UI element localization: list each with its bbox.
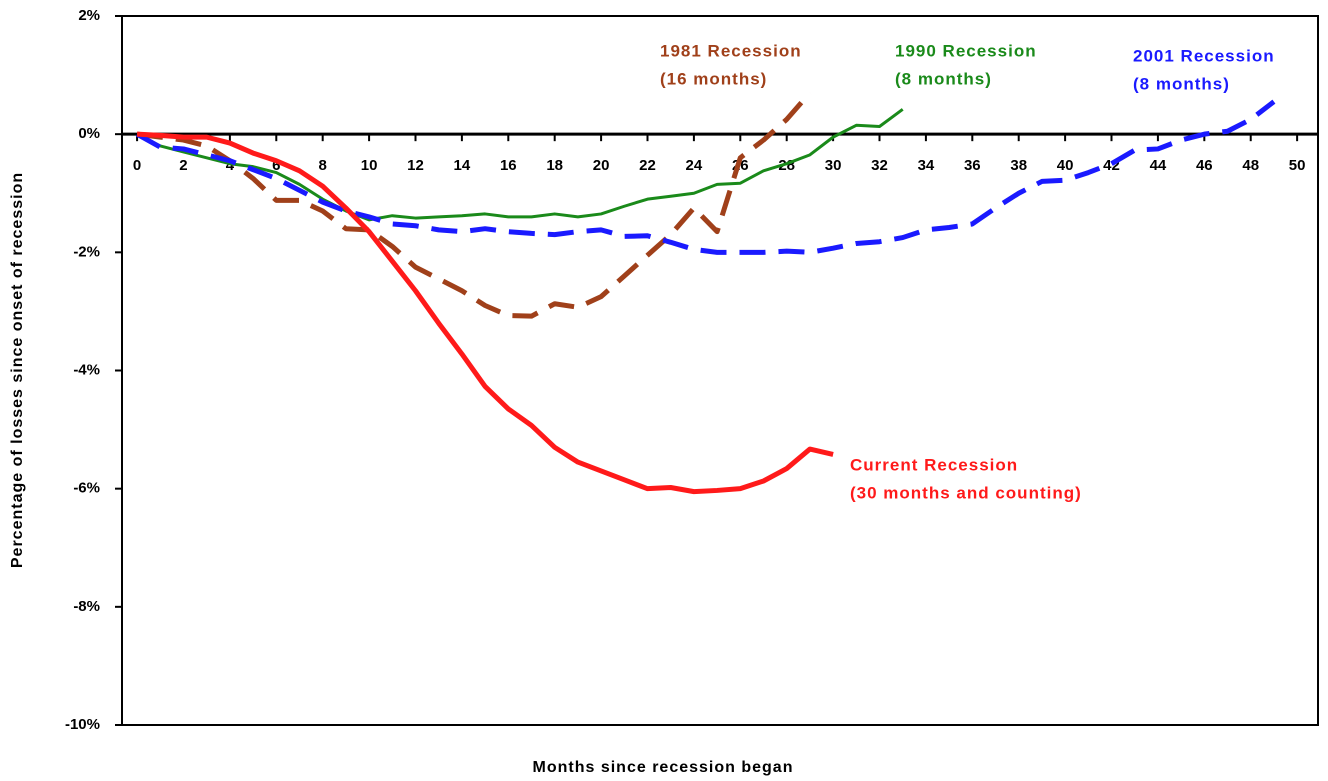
series-label: 1981 Recession — [660, 41, 802, 60]
x-tick-label: 8 — [319, 157, 327, 174]
x-tick-label: 34 — [918, 157, 935, 174]
x-tick-label: 20 — [593, 157, 610, 174]
y-axis-title: Percentage of losses since onset of rece… — [9, 172, 26, 568]
x-tick-label: 38 — [1010, 157, 1027, 174]
x-tick-label: 40 — [1057, 157, 1074, 174]
x-tick-label: 10 — [361, 157, 378, 174]
x-tick-label: 32 — [871, 157, 888, 174]
x-tick-label: 6 — [272, 157, 280, 174]
y-tick-label: -2% — [73, 243, 100, 260]
series-line — [136, 91, 812, 319]
y-tick-label: -8% — [73, 598, 100, 615]
series-note: (8 months) — [895, 69, 992, 88]
series-note: (16 months) — [660, 69, 767, 88]
x-tick-label: 18 — [546, 157, 563, 174]
x-tick-label: 24 — [686, 157, 703, 174]
x-tick-label: 50 — [1289, 157, 1306, 174]
series-label: 1990 Recession — [895, 41, 1037, 60]
x-tick-label: 22 — [639, 157, 656, 174]
x-tick-label: 48 — [1242, 157, 1259, 174]
series-label: Current Recession — [850, 455, 1018, 474]
x-tick-label: 12 — [407, 157, 424, 174]
x-tick-label: 2 — [179, 157, 187, 174]
series-line — [136, 131, 834, 495]
series-label: 2001 Recession — [1133, 46, 1275, 65]
series-line — [136, 108, 904, 222]
y-tick-label: 0% — [78, 125, 100, 142]
x-axis-title: Months since recession began — [533, 759, 794, 776]
series-note: (8 months) — [1133, 74, 1230, 93]
x-tick-label: 36 — [964, 157, 981, 174]
y-tick-label: 2% — [78, 7, 100, 24]
x-tick-label: 16 — [500, 157, 517, 174]
x-tick-label: 14 — [454, 157, 471, 174]
x-tick-label: 30 — [825, 157, 842, 174]
x-tick-label: 46 — [1196, 157, 1213, 174]
x-tick-label: 44 — [1150, 157, 1167, 174]
y-tick-label: -10% — [65, 716, 100, 733]
series-note: (30 months and counting) — [850, 483, 1082, 502]
y-tick-label: -4% — [73, 361, 100, 378]
series-line — [135, 99, 1276, 255]
x-tick-label: 0 — [133, 157, 141, 174]
plot-area — [121, 15, 1319, 726]
y-tick-label: -6% — [73, 480, 100, 497]
x-tick-label: 4 — [226, 157, 235, 174]
